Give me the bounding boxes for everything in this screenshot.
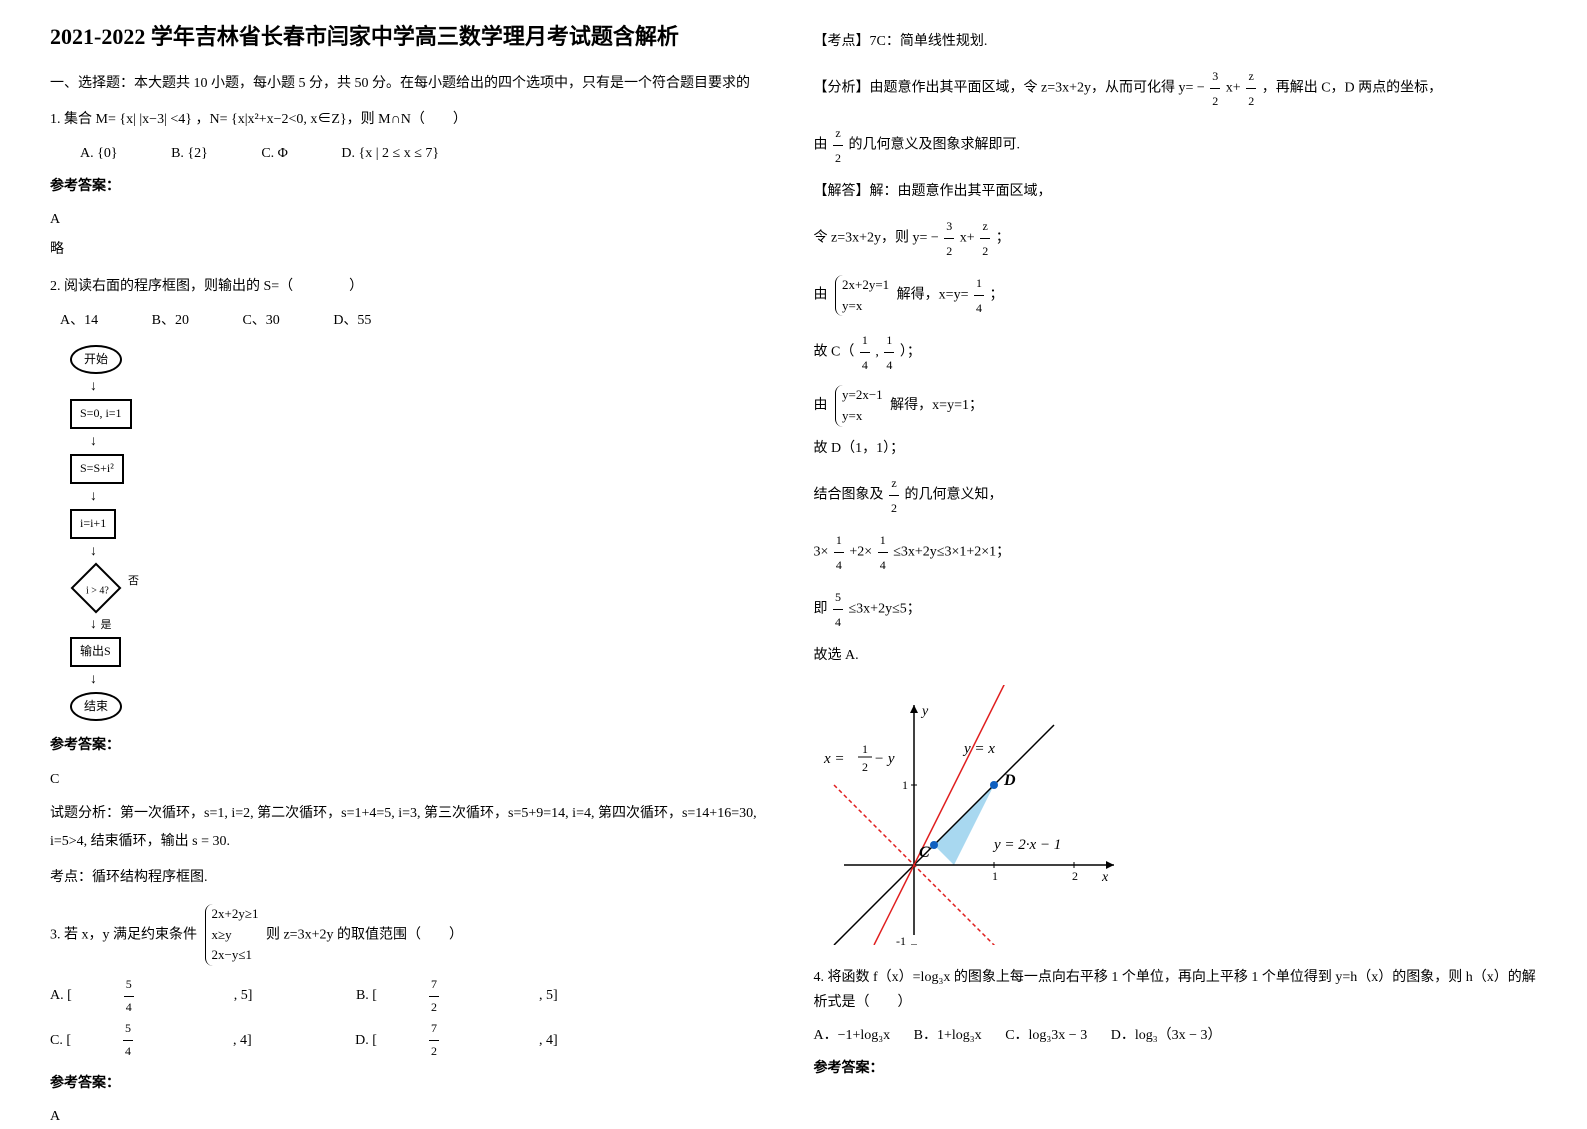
q3-option-a: A. [54, 5] [50,974,302,1018]
q1-option-d: D. {x | 2 ≤ x ≤ 7} [341,141,439,166]
q3-c1: 2x+2y≥1 [212,904,259,925]
left-column: 2021-2022 学年吉林省长春市闫家中学高三数学理月考试题含解析 一、选择题… [30,20,794,1102]
q2-answer-label: 参考答案： [50,733,774,758]
q3-option-b: B. [72, 5] [356,974,608,1018]
q3-text: 3. 若 x，y 满足约束条件 2x+2y≥1 x≥y 2x−y≤1 则 z=3… [50,904,774,966]
point-c-label: C [919,844,930,861]
tick-1: 1 [992,869,998,883]
point-d-label: D [1003,772,1016,789]
q1-option-a: A. {0} [80,141,118,166]
arrow-icon: ↓ [90,667,774,692]
q3-c3: 2x−y≤1 [212,945,259,966]
q3-option-c: C. [54, 4] [50,1018,302,1062]
q3-answer: A [50,1104,774,1129]
x-label: x [1101,870,1109,885]
line1-frac-den: 2 [862,760,868,774]
q2-options: A、14 B、20 C、30 D、55 [50,308,774,333]
q1-option-c: C. Φ [261,141,288,166]
y-label: y [920,704,929,719]
q1-brief: 略 [50,237,774,262]
arrow-icon: ↓ 是 [90,612,774,637]
q2-option-d: D、55 [333,308,371,333]
q3-text-prefix: 3. 若 x，y 满足约束条件 [50,927,197,942]
flowchart-output: 输出S [70,637,121,667]
q1-text: 1. 集合 M= {x| |x−3| <4} ，N= {x|x²+x−2<0, … [50,107,774,132]
q4-options: A．−1+log₃x B．1+log₃x C．log₃3x − 3 D．log₃… [814,1023,1538,1048]
step4: 结合图象及 z2 的几何意义知， [814,471,1538,520]
inequality: 3× 14 +2× 14 ≤3x+2y≤3×1+2×1； [814,528,1538,577]
section1-header: 一、选择题：本大题共 10 小题，每小题 5 分，共 50 分。在每小题给出的四… [50,73,774,95]
q4-option-b: B．1+log₃x [914,1023,982,1048]
tick-y1: 1 [902,778,908,792]
question-1: 1. 集合 M= {x| |x−3| <4} ，N= {x|x²+x−2<0, … [50,107,774,262]
q1-answer: A [50,207,774,232]
q4-option-a: A．−1+log₃x [814,1023,891,1048]
step1: 令 z=3x+2y，则 y= − 32 x+ z2 ； [814,214,1538,263]
line1-label-suffix: − y [874,751,895,767]
flowchart-start: 开始 [70,345,122,375]
line-y-eq-2x-1 [874,685,1014,945]
result: 即 54 ≤3x+2y≤5； [814,585,1538,634]
q3-c2: x≥y [212,925,259,946]
flowchart-end: 结束 [70,692,122,722]
step3: 由 y=2x−1 y=x 解得，x=y=1； [814,385,1538,427]
right-column: 【考点】7C：简单线性规划. 【分析】由题意作出其平面区域，令 z=3x+2y，… [794,20,1558,1102]
graph-svg: 1 2 1 -1 C D y = x y = 2·x − 1 x y x = 1… [814,685,1134,945]
line1-frac-num: 1 [862,742,868,756]
q4-option-c: C．log₃3x − 3 [1005,1023,1087,1048]
q2-analysis2: 考点：循环结构程序框图. [50,864,774,892]
line1-label-prefix: x = [823,751,845,767]
line-y-eq-x [834,725,1054,945]
q1-answer-label: 参考答案： [50,174,774,199]
q3-text-suffix: 则 z=3x+2y 的取值范围（ ） [266,927,463,942]
question-4: 4. 将函数 f（x）=log₃x 的图象上每一点向右平移 1 个单位，再向上平… [814,965,1538,1082]
q2-answer: C [50,767,774,792]
tick-2: 2 [1072,869,1078,883]
feasible-region-graph: 1 2 1 -1 C D y = x y = 2·x − 1 x y x = 1… [814,685,1538,950]
q4-text: 4. 将函数 f（x）=log₃x 的图象上每一点向右平移 1 个单位，再向上平… [814,965,1538,1015]
arrow-icon: ↓ [90,374,774,399]
line3-label: y = 2·x − 1 [992,837,1061,853]
q4-answer-label: 参考答案： [814,1056,1538,1081]
q3-options: A. [54, 5] B. [72, 5] C. [54, 4] D. [72,… [50,974,774,1062]
q2-option-b: B、20 [152,308,189,333]
point-c: 故 C（ 14 , 14 ）； [814,328,1538,377]
q3-option-d: D. [72, 4] [355,1018,607,1062]
step2: 由 2x+2y=1 y=x 解得，x=y= 14 ； [814,271,1538,320]
kaodian: 【考点】7C：简单线性规划. [814,28,1538,56]
conclusion: 故选 A. [814,642,1538,670]
constraint-brace: y=2x−1 y=x [835,385,883,427]
arrow-icon: ↓ [90,484,774,509]
q2-option-a: A、14 [60,308,98,333]
flowchart-step3: i=i+1 [70,509,116,539]
tick-neg1: -1 [896,934,906,945]
flowchart-cond: i > 4? [71,562,122,613]
point-d: 故 D（1，1）； [814,435,1538,463]
q2-analysis1: 试题分析：第一次循环，s=1, i=2, 第二次循环，s=1+4=5, i=3,… [50,800,774,856]
q1-options: A. {0} B. {2} C. Φ D. {x | 2 ≤ x ≤ 7} [50,141,774,166]
question-2: 2. 阅读右面的程序框图，则输出的 S=（ ） A、14 B、20 C、30 D… [50,274,774,891]
line2-label: y = x [962,741,995,757]
q4-option-d: D．log₃（3x − 3） [1111,1023,1222,1048]
q2-text: 2. 阅读右面的程序框图，则输出的 S=（ ） [50,274,774,299]
arrow-icon: ↓ [90,539,774,564]
jieda: 【解答】解：由题意作出其平面区域， [814,178,1538,206]
feasible-region [934,785,994,865]
question-3: 3. 若 x，y 满足约束条件 2x+2y≥1 x≥y 2x−y≤1 则 z=3… [50,904,774,1129]
flowchart: 开始 ↓ S=0, i=1 ↓ S=S+i² ↓ i=i+1 ↓ i > 4? … [70,343,774,724]
q3-answer-label: 参考答案： [50,1071,774,1096]
flowchart-step1: S=0, i=1 [70,399,132,429]
q2-option-c: C、30 [242,308,279,333]
document-title: 2021-2022 学年吉林省长春市闫家中学高三数学理月考试题含解析 [50,20,774,53]
arrow-icon: ↓ [90,429,774,454]
fenxi-line2: 由 z2 的几何意义及图象求解即可. [814,121,1538,170]
flowchart-no-label: 否 [128,572,139,592]
constraint-brace: 2x+2y≥1 x≥y 2x−y≤1 [205,904,259,966]
q1-option-b: B. {2} [171,141,208,166]
flowchart-step2: S=S+i² [70,454,124,484]
point-c-marker [930,841,938,849]
point-d-marker [990,781,998,789]
fenxi-line1: 【分析】由题意作出其平面区域，令 z=3x+2y，从而可化得 y= − 32 x… [814,64,1538,113]
constraint-brace: 2x+2y=1 y=x [835,275,889,317]
